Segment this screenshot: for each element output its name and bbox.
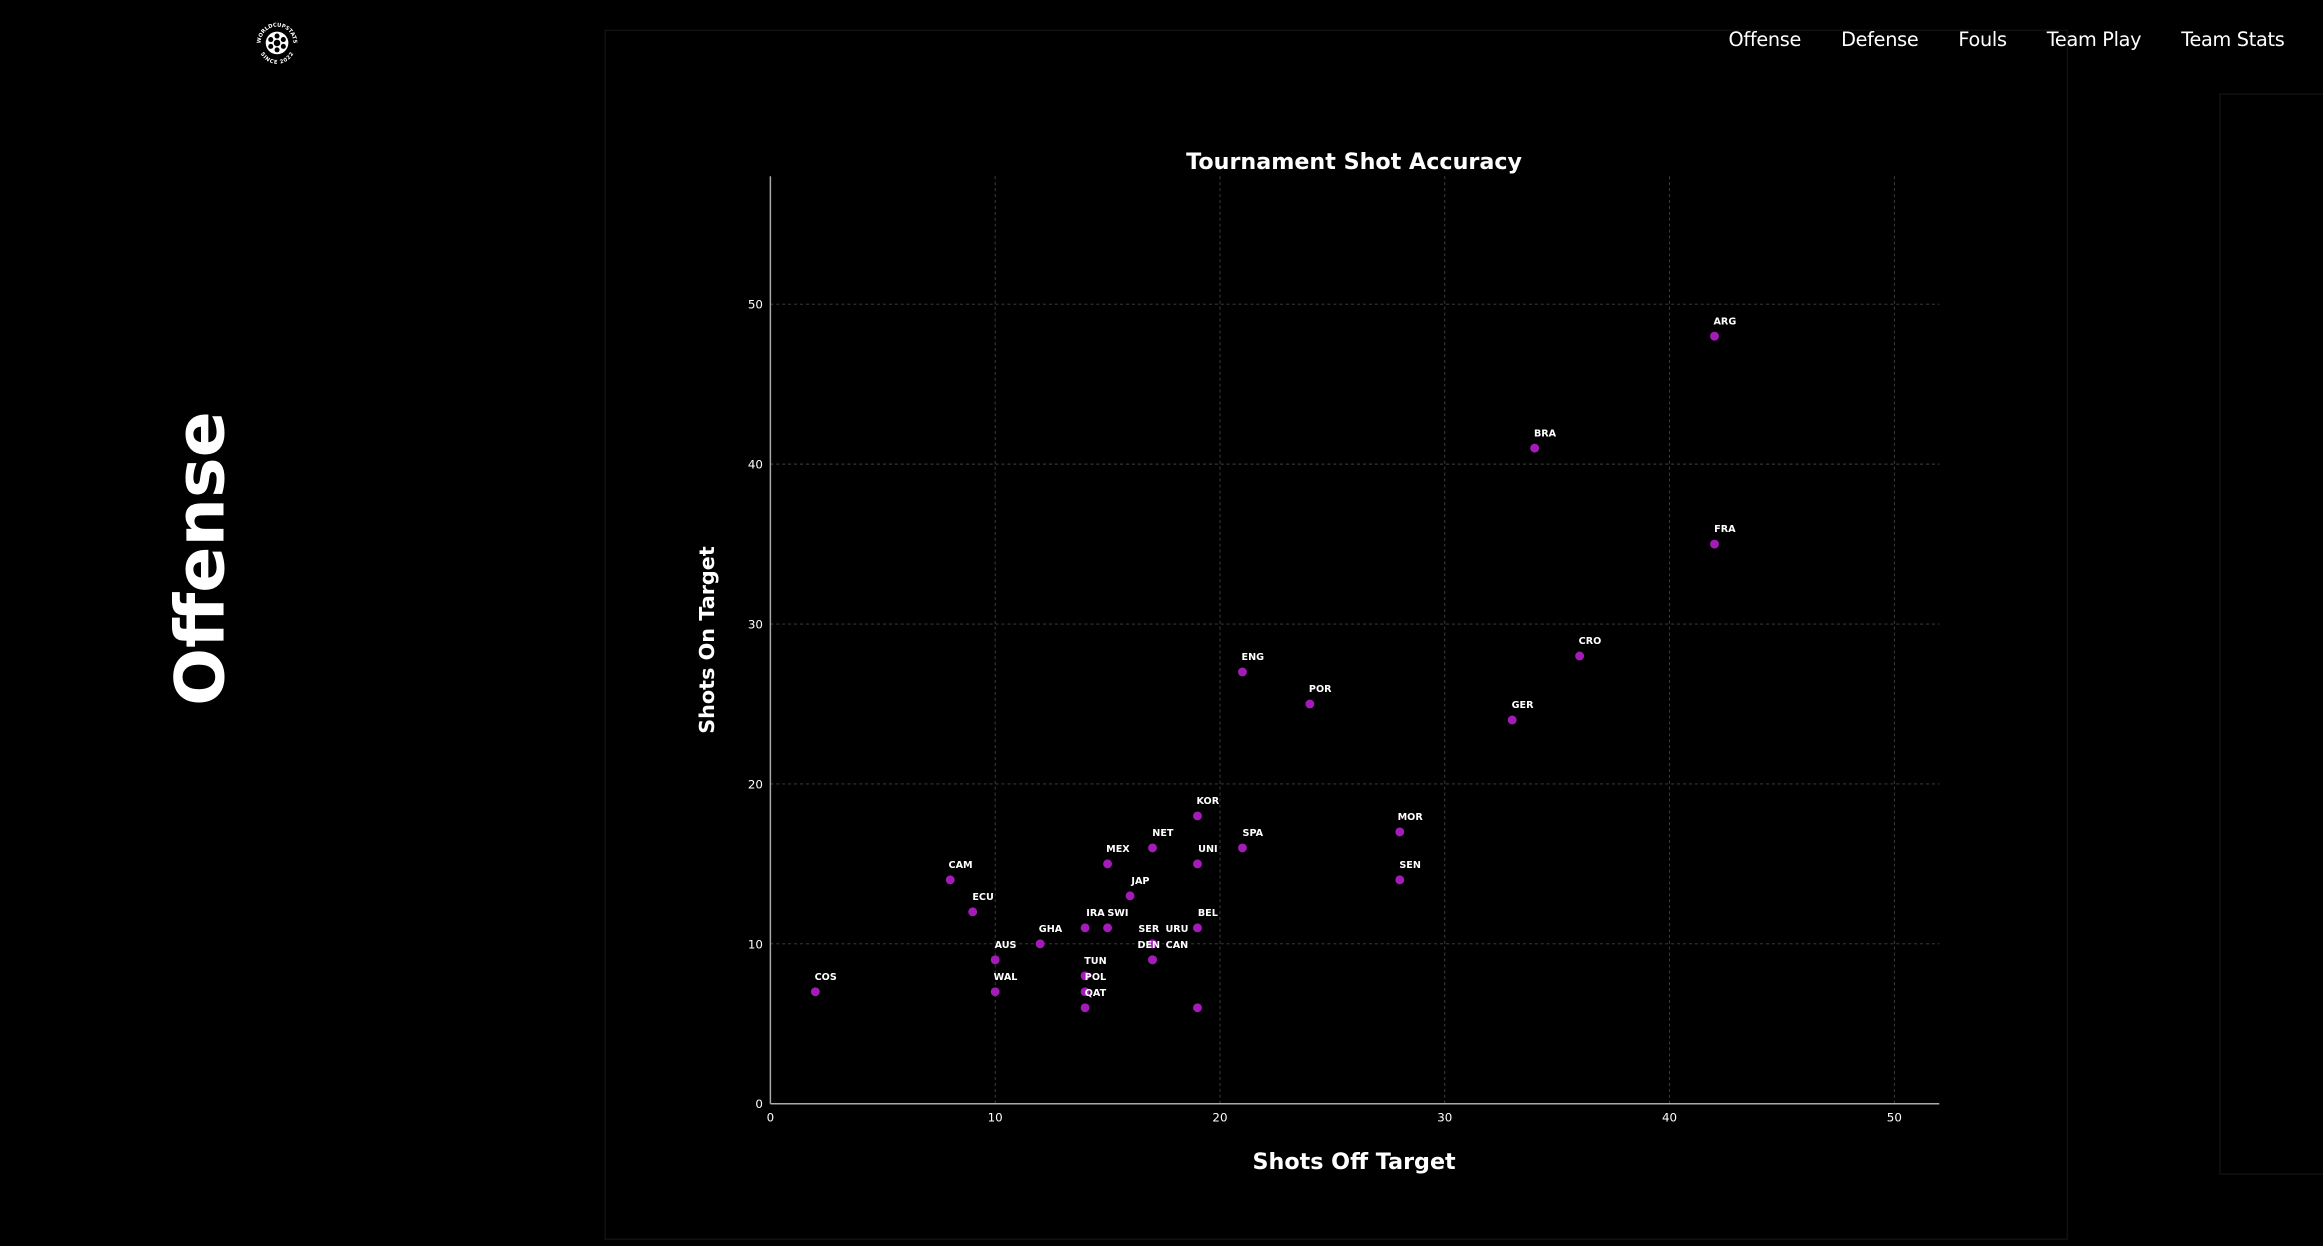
data-point xyxy=(1103,859,1113,869)
top-nav: Offense Defense Fouls Team Play Team Sta… xyxy=(1728,30,2284,52)
point-label: WAL xyxy=(994,972,1018,983)
data-point xyxy=(945,875,955,885)
y-tick-label: 50 xyxy=(748,298,763,312)
point-label: JAP xyxy=(1130,876,1149,887)
point-label: SER xyxy=(1138,924,1159,935)
nav-fouls[interactable]: Fouls xyxy=(1958,29,2007,52)
data-point xyxy=(1080,987,1090,997)
data-point xyxy=(1395,875,1405,885)
point-label: MOR xyxy=(1398,812,1424,823)
x-tick-label: 20 xyxy=(1212,1111,1227,1125)
point-label: ARG xyxy=(1714,316,1737,327)
point-label: SPA xyxy=(1243,828,1264,839)
data-point xyxy=(1238,843,1247,853)
data-point xyxy=(1035,939,1045,949)
point-label: SEN xyxy=(1399,860,1421,871)
data-point xyxy=(1575,651,1585,661)
point-label: FRA xyxy=(1714,524,1736,535)
axes xyxy=(769,176,1940,1105)
x-tick-label: 10 xyxy=(988,1111,1003,1125)
y-tick-label: 0 xyxy=(755,1097,763,1111)
chart-panel xyxy=(604,29,2069,1241)
nav-team-stats[interactable]: Team Stats xyxy=(2181,29,2285,52)
x-axis-label: Shots Off Target xyxy=(1253,1149,1457,1175)
data-point xyxy=(1148,955,1157,965)
point-label: KOR xyxy=(1197,796,1220,807)
point-label: BRA xyxy=(1534,428,1557,439)
data-point xyxy=(1080,923,1090,933)
point-label: QAT xyxy=(1085,988,1107,999)
data-point xyxy=(1710,539,1719,549)
x-tick-label: 50 xyxy=(1887,1111,1902,1125)
logo-soccer-ball-icon[interactable]: WORLDCUPSTATS SINCE 2022 xyxy=(252,18,302,68)
data-point xyxy=(1125,891,1135,901)
data-point xyxy=(1530,443,1540,453)
point-label: ENG xyxy=(1242,652,1265,663)
x-tick-label: 40 xyxy=(1662,1111,1677,1125)
point-label: CRO xyxy=(1579,636,1602,647)
point-label: CAM xyxy=(949,860,973,871)
nav-offense[interactable]: Offense xyxy=(1728,29,1802,52)
data-point xyxy=(1395,827,1405,837)
point-label: AUS xyxy=(995,940,1017,951)
point-label: GER xyxy=(1512,700,1534,711)
data-point xyxy=(1193,1003,1202,1013)
data-point xyxy=(1080,971,1090,981)
data-point xyxy=(1305,699,1315,709)
point-label: UNI xyxy=(1198,844,1217,855)
point-label: POR xyxy=(1309,684,1332,695)
point-label: DEN xyxy=(1138,940,1161,951)
data-point xyxy=(1238,667,1247,677)
point-label: IRA xyxy=(1086,908,1105,919)
data-point xyxy=(1193,811,1202,821)
nav-team-play[interactable]: Team Play xyxy=(2046,29,2142,52)
data-point xyxy=(1507,715,1517,725)
point-label: TUN xyxy=(1084,956,1106,967)
data-point xyxy=(1103,923,1113,933)
points: ARG BRA FRA CRO ENG POR GER KOR MOR NET SPA MEX UNI C… xyxy=(810,316,1737,1013)
y-tick-label: 10 xyxy=(748,937,763,951)
point-label: BEL xyxy=(1198,908,1218,919)
data-point xyxy=(1148,939,1157,949)
chart-title: Tournament Shot Accuracy xyxy=(1186,149,1522,175)
y-tick-label: 30 xyxy=(748,617,763,631)
point-label: GHA xyxy=(1039,924,1063,935)
data-point xyxy=(968,907,978,917)
data-point xyxy=(990,955,1000,965)
data-point xyxy=(990,987,1000,997)
point-label: POL xyxy=(1085,972,1106,983)
y-tick-label: 20 xyxy=(748,777,763,791)
point-label: COS xyxy=(815,972,837,983)
point-label: ECU xyxy=(972,892,993,903)
point-label: MEX xyxy=(1106,844,1130,855)
point-label: URU xyxy=(1165,924,1188,935)
data-point xyxy=(1193,923,1202,933)
x-tick-label: 0 xyxy=(767,1111,775,1125)
nav-defense[interactable]: Defense xyxy=(1841,29,1919,52)
tick-labels: 0 10 20 30 40 50 0 10 20 30 40 50 xyxy=(748,298,1902,1125)
right-panel xyxy=(2219,93,2323,1175)
data-point xyxy=(1080,1003,1090,1013)
data-point xyxy=(1148,843,1157,853)
point-label: CAN xyxy=(1166,940,1189,951)
data-point xyxy=(1193,859,1202,869)
data-point xyxy=(1710,331,1719,341)
point-label: NET xyxy=(1152,828,1174,839)
y-axis-label: Shots On Target xyxy=(695,546,719,734)
point-label: SWI xyxy=(1107,908,1128,919)
data-point xyxy=(810,987,820,997)
grid-lines xyxy=(770,176,1940,1104)
x-tick-label: 30 xyxy=(1437,1111,1452,1125)
y-tick-label: 40 xyxy=(748,458,763,472)
